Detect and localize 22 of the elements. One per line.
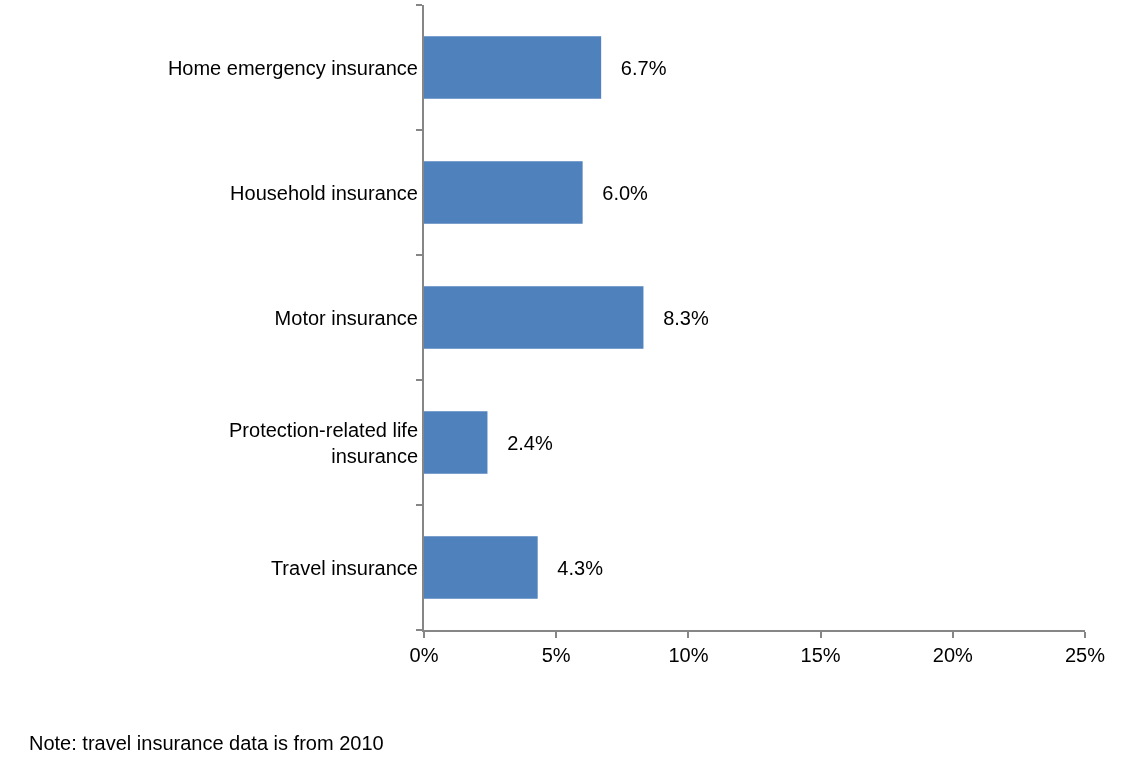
y-tick-label: Household insurance [230, 181, 418, 204]
y-tick-label: Protection-related life insurance [229, 418, 418, 467]
text: Note: travel insurance data is from 2010 [29, 732, 384, 754]
x-tick-label: 5% [541, 644, 571, 666]
x-tick-label: 10% [668, 644, 709, 666]
bar [424, 286, 644, 349]
y-tick-label: Travel insurance [270, 556, 418, 579]
y-tick-label: Home emergency insurance [167, 56, 418, 79]
data-label: 6.7% [604, 56, 667, 79]
x-tick-label: 15% [800, 644, 841, 666]
bar [424, 411, 488, 474]
x-tick-label: 20% [932, 644, 974, 666]
bar [424, 161, 583, 224]
bar [424, 36, 602, 99]
x-tick-label: 25% [1064, 644, 1106, 666]
data-label: 2.4% [490, 431, 553, 454]
data-label: 4.3% [540, 556, 604, 579]
data-label: 8.3% [646, 306, 709, 329]
x-tick-label: 0% [409, 644, 439, 666]
y-tick-label: Motor insurance [274, 306, 418, 329]
data-label: 6.0% [585, 181, 649, 204]
bar [424, 536, 538, 599]
